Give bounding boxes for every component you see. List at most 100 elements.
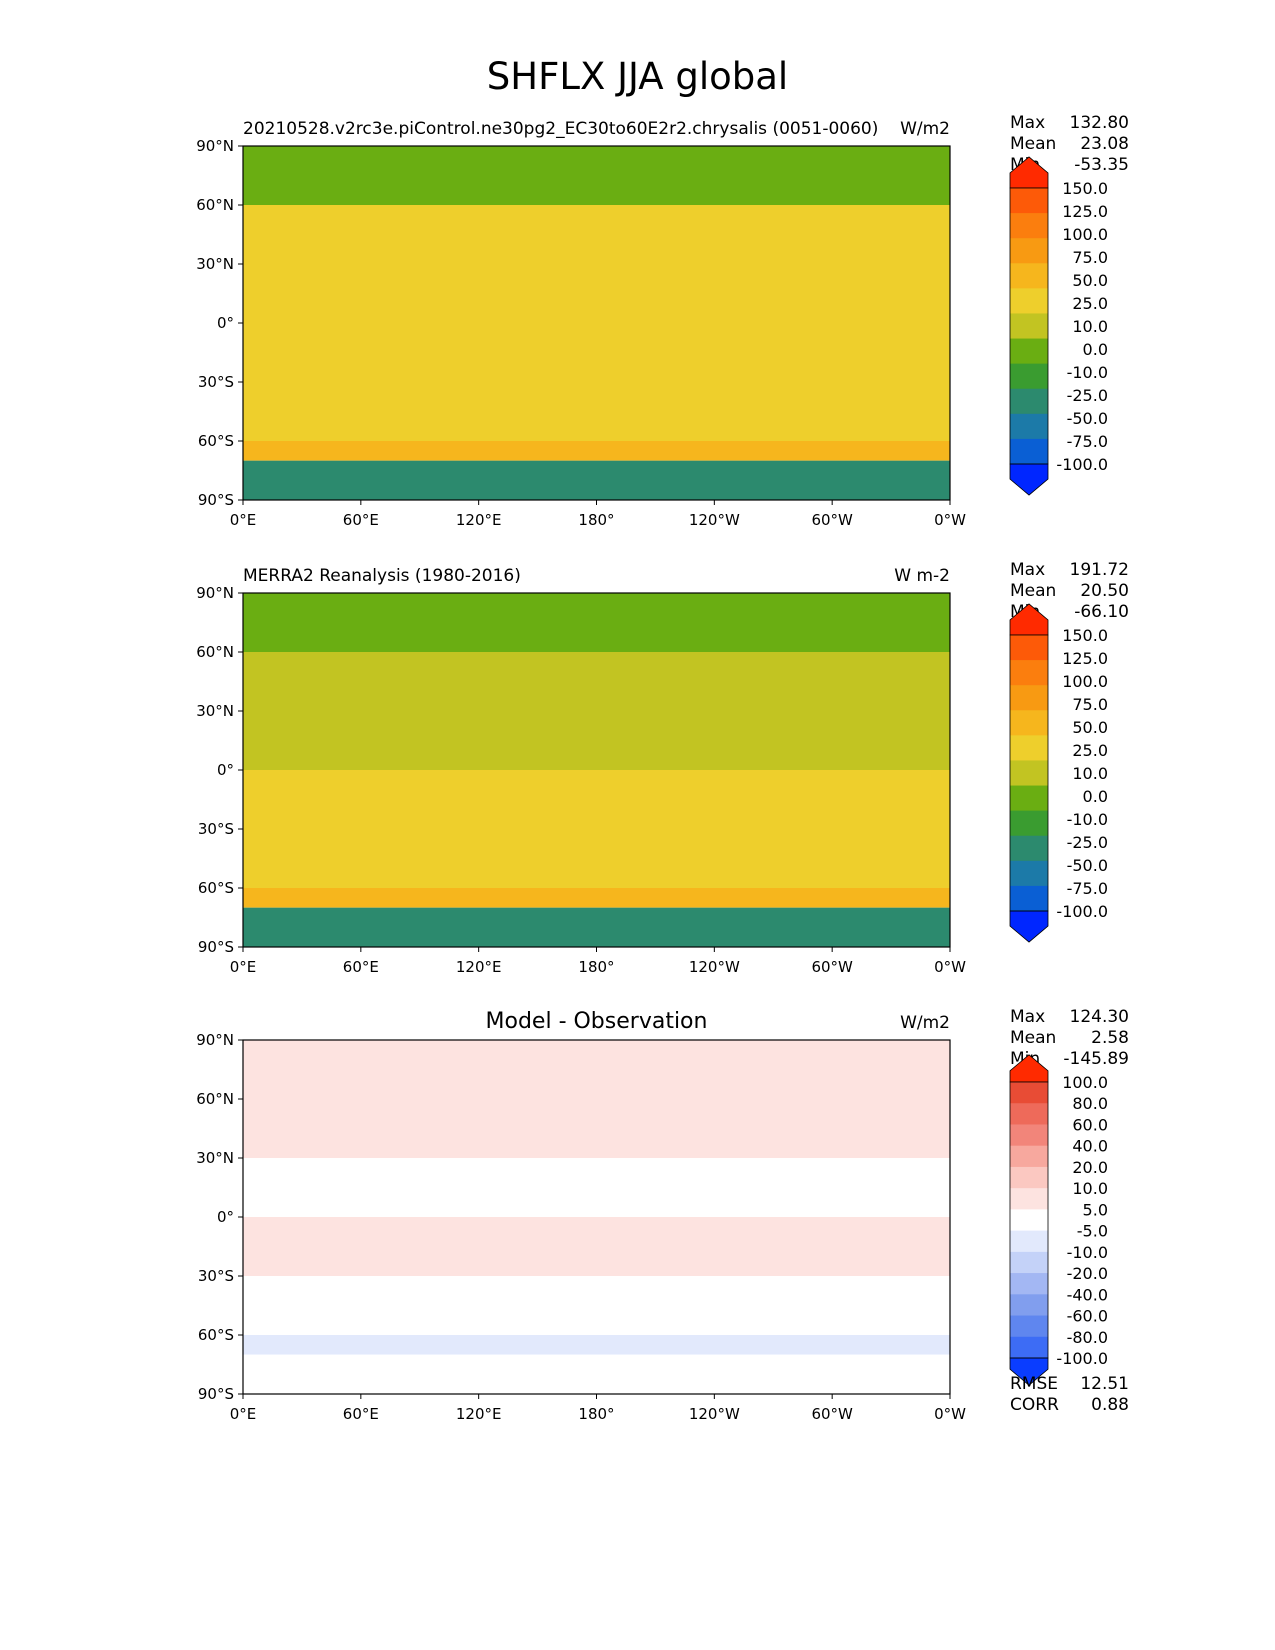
colorbar-label: -100.0 — [1056, 1349, 1108, 1368]
field-band — [243, 907, 950, 947]
stat-label: Mean — [1010, 581, 1056, 601]
field-band — [243, 1099, 950, 1158]
y-tick-label: 60°N — [196, 196, 234, 214]
y-tick-label: 90°N — [196, 137, 234, 155]
colorbar-label: -50.0 — [1067, 856, 1108, 875]
map-field — [243, 1040, 950, 1394]
y-tick-label: 90°N — [196, 584, 234, 602]
stat-value: -66.10 — [1074, 602, 1129, 622]
y-tick-label: 60°S — [198, 1326, 234, 1344]
y-tick-label: 30°N — [196, 1149, 234, 1167]
x-tick-label: 120°W — [689, 958, 740, 976]
colorbar-label: 80.0 — [1072, 1094, 1108, 1113]
y-tick-label: 60°S — [198, 432, 234, 450]
colorbar — [1009, 156, 1049, 496]
colorbar-label: 100.0 — [1062, 225, 1108, 244]
colorbar-label: 60.0 — [1072, 1115, 1108, 1134]
colorbar-label: 75.0 — [1072, 695, 1108, 714]
field-band — [243, 1217, 950, 1276]
colorbar-segment — [1010, 1082, 1048, 1104]
colorbar-label: -75.0 — [1067, 432, 1108, 451]
colorbar-segment — [1010, 363, 1048, 390]
colorbar-segment — [1010, 835, 1048, 862]
colorbar-segment — [1010, 1188, 1048, 1210]
panel-units: W/m2 — [900, 119, 950, 139]
colorbar-label: 20.0 — [1072, 1158, 1108, 1177]
colorbar-segment — [1010, 860, 1048, 887]
metric-label: CORR — [1010, 1395, 1059, 1415]
colorbar-segment — [1010, 785, 1048, 812]
field-band — [243, 1276, 950, 1335]
x-tick-label: 0°E — [230, 958, 257, 976]
colorbar-segment — [1010, 735, 1048, 761]
y-tick-label: 90°S — [198, 491, 234, 509]
colorbar-label: 100.0 — [1062, 1073, 1108, 1092]
field-band — [243, 205, 950, 264]
colorbar-label: -25.0 — [1067, 833, 1108, 852]
x-tick-label: 60°W — [811, 511, 853, 529]
y-tick-label: 30°N — [196, 255, 234, 273]
difference-panel: 0°E 60°E 120°E 180° 120°W 60°W 0°W 90°N 60°N 30°N… — [196, 1007, 1129, 1423]
metric-value: 0.88 — [1091, 1395, 1129, 1415]
colorbar-frame — [1009, 1081, 1049, 1359]
x-tick-label: 0°E — [230, 511, 257, 529]
field-band — [243, 460, 950, 500]
model-panel: 0°E 60°E 120°E 180° 120°W 60°W 0°W 90°N 60°N 30°N… — [196, 113, 1129, 529]
colorbar-segment — [1010, 263, 1048, 289]
colorbar-segment — [1010, 1103, 1048, 1125]
colorbar-segment — [1010, 1294, 1048, 1317]
colorbar-label: -100.0 — [1056, 455, 1108, 474]
y-tick-label: 60°S — [198, 879, 234, 897]
field-band — [243, 1158, 950, 1217]
field-band — [243, 382, 950, 441]
x-tick-label: 180° — [578, 511, 614, 529]
stat-value: 2.58 — [1091, 1028, 1129, 1048]
stat-value: 191.72 — [1070, 560, 1129, 580]
x-tick-label: 0°W — [934, 1405, 966, 1423]
colorbar-label: 150.0 — [1062, 179, 1108, 198]
colorbar-segment — [1010, 1336, 1048, 1359]
colorbar — [1009, 1054, 1049, 1386]
colorbar-extend-min — [1009, 463, 1049, 496]
x-tick-label: 120°E — [456, 1405, 502, 1423]
colorbar-segment — [1010, 313, 1048, 340]
map-field — [243, 146, 950, 500]
colorbar-segment — [1010, 1315, 1048, 1338]
y-tick-label: 0° — [217, 314, 234, 332]
colorbar-segment — [1010, 413, 1048, 440]
colorbar-segment — [1010, 1166, 1048, 1189]
colorbar-segment — [1010, 885, 1048, 912]
x-tick-label: 120°E — [456, 511, 502, 529]
stat-label: Max — [1010, 113, 1045, 133]
panel-title: Model - Observation — [486, 1009, 708, 1034]
field-band — [243, 441, 950, 461]
colorbar-label: -75.0 — [1067, 879, 1108, 898]
panel-subtitle: 20210528.v2rc3e.piControl.ne30pg2_EC30to… — [243, 119, 878, 139]
colorbar-label: -10.0 — [1067, 810, 1108, 829]
colorbar-label: 75.0 — [1072, 248, 1108, 267]
field-band — [243, 146, 950, 205]
field-band — [243, 770, 950, 829]
y-tick-label: 30°S — [198, 820, 234, 838]
y-tick-label: 30°S — [198, 373, 234, 391]
colorbar-frame — [1009, 187, 1049, 465]
reanalysis-panel: 0°E 60°E 120°E 180° 120°W 60°W 0°W 90°N 60°N 30°N… — [196, 560, 1129, 976]
colorbar-label: -60.0 — [1067, 1307, 1108, 1326]
colorbar-label: -5.0 — [1077, 1222, 1108, 1241]
y-tick-label: 90°S — [198, 1385, 234, 1403]
field-band — [243, 264, 950, 323]
colorbar-label: -10.0 — [1067, 1243, 1108, 1262]
colorbar-label: -100.0 — [1056, 902, 1108, 921]
colorbar-segment — [1010, 1251, 1048, 1274]
colorbar-segment — [1010, 635, 1048, 661]
panel-units: W/m2 — [900, 1013, 950, 1033]
colorbar-segment — [1010, 388, 1048, 415]
colorbar-frame — [1009, 634, 1049, 912]
colorbar-label: 125.0 — [1062, 649, 1108, 668]
x-tick-label: 120°W — [689, 511, 740, 529]
colorbar-label: -10.0 — [1067, 363, 1108, 382]
stat-value: 124.30 — [1070, 1007, 1129, 1027]
stat-value: -53.35 — [1074, 155, 1129, 175]
colorbar-segment — [1010, 1273, 1048, 1295]
x-tick-label: 60°E — [343, 958, 379, 976]
